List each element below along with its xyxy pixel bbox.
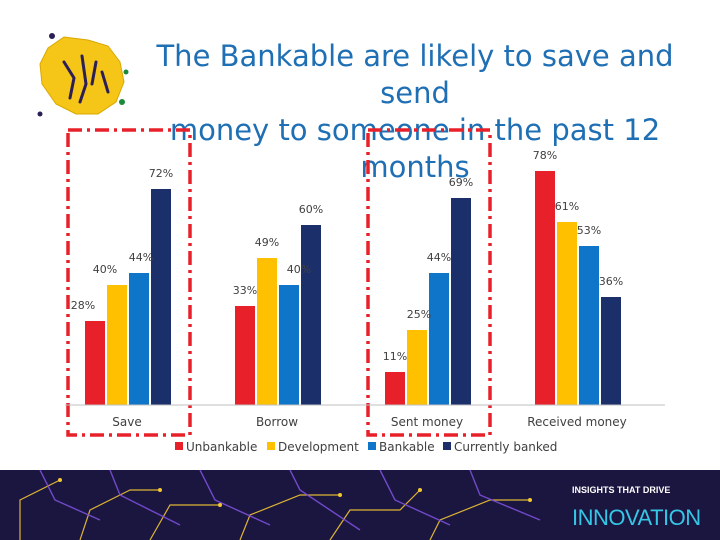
highlight-boxes — [66, 128, 492, 437]
legend-swatch — [267, 442, 275, 450]
bar-currently-banked-sent-money — [451, 198, 471, 405]
legend-label: Unbankable — [186, 440, 257, 454]
data-label: 11% — [383, 350, 407, 363]
data-label: 44% — [129, 251, 153, 264]
data-label: 40% — [93, 263, 117, 276]
bar-bankable-save — [129, 273, 149, 405]
bar-bankable-sent-money — [429, 273, 449, 405]
legend: Unbankable Development Bankable Currently b… — [175, 440, 557, 454]
bar-currently-banked-borrow — [301, 225, 321, 405]
tanzania-map-logo — [37, 33, 129, 117]
data-label: 49% — [255, 236, 279, 249]
bar-development-sent-money — [407, 330, 427, 405]
legend-label: Development — [278, 440, 359, 454]
bar-currently-banked-save — [151, 189, 171, 405]
category-label: Received money — [527, 415, 627, 429]
category-label: Sent money — [391, 415, 463, 429]
legend-label: Bankable — [379, 440, 435, 454]
legend-swatch — [368, 442, 376, 450]
circuit-pattern — [19, 470, 541, 540]
bar-unbankable-received-money — [535, 171, 555, 405]
brand-tagline: INSIGHTS THAT DRIVE — [572, 485, 671, 495]
data-label: 33% — [233, 284, 257, 297]
data-label: 72% — [149, 167, 173, 180]
data-label: 25% — [407, 308, 431, 321]
data-label: 69% — [449, 176, 473, 189]
legend-swatch — [175, 442, 183, 450]
bar-bankable-borrow — [279, 285, 299, 405]
data-label: 44% — [427, 251, 451, 264]
bar-unbankable-save — [85, 321, 105, 405]
bar-group — [85, 171, 621, 405]
category-label-group: Save Borrow Sent money Received money — [112, 415, 627, 429]
category-label: Save — [112, 415, 141, 429]
data-label: 61% — [555, 200, 579, 213]
data-label-group: 28% 33% 11% 78% 40% 49% 25% 61% 44% 40% 44% 53% 72% 6… — [71, 149, 623, 363]
data-label: 28% — [71, 299, 95, 312]
bar-chart: 28% 33% 11% 78% 40% 49% 25% 61% 44% 40% 44% 53% 72% 6… — [65, 128, 665, 454]
bar-unbankable-borrow — [235, 306, 255, 405]
bar-development-received-money — [557, 222, 577, 405]
legend-swatch — [443, 442, 451, 450]
highlight-box-sent-money — [366, 128, 492, 437]
category-label: Borrow — [256, 415, 298, 429]
data-label: 40% — [287, 263, 311, 276]
bar-development-borrow — [257, 258, 277, 405]
legend-label: Currently banked — [454, 440, 557, 454]
bar-bankable-received-money — [579, 246, 599, 405]
highlight-box-save — [66, 128, 192, 437]
data-label: 60% — [299, 203, 323, 216]
bar-development-save — [107, 285, 127, 405]
footer-banner: INSIGHTS THAT DRIVE INNOVATION — [0, 470, 720, 540]
data-label: 78% — [533, 149, 557, 162]
data-label: 53% — [577, 224, 601, 237]
bar-unbankable-sent-money — [385, 372, 405, 405]
title-line-1: The Bankable are likely to save and send — [156, 39, 674, 110]
brand-name: INNOVATION — [572, 505, 701, 530]
bar-currently-banked-received-money — [601, 297, 621, 405]
data-label: 36% — [599, 275, 623, 288]
